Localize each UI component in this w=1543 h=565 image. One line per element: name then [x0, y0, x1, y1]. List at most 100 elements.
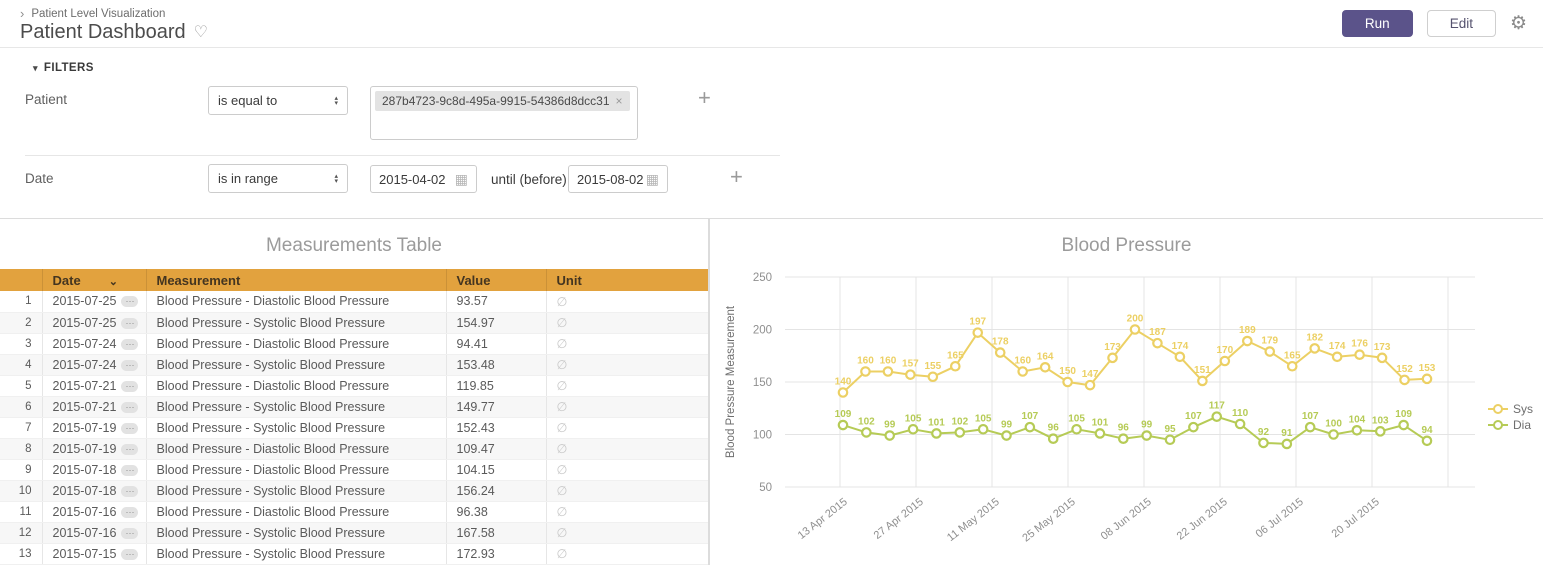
breadcrumb[interactable]: › Patient Level Visualization	[20, 7, 208, 20]
unit-column-header[interactable]: Unit	[545, 269, 708, 291]
row-ellipsis-icon[interactable]: ⋯	[121, 296, 139, 308]
data-point-dia[interactable]	[861, 427, 872, 438]
data-point-dia[interactable]	[931, 428, 942, 439]
data-point-dia[interactable]	[1094, 428, 1106, 439]
row-ellipsis-icon[interactable]: ⋯	[121, 401, 139, 413]
value-cell[interactable]: 96.38	[445, 501, 546, 523]
measurement-cell[interactable]: Blood Pressure - Systolic Blood Pressure	[145, 543, 446, 565]
data-point-dia[interactable]	[1047, 433, 1059, 444]
value-cell[interactable]: 152.43	[445, 417, 546, 439]
data-point-sys[interactable]	[882, 366, 894, 377]
legend-label[interactable]: Sys	[1513, 402, 1533, 416]
data-point-dia[interactable]	[1211, 411, 1223, 422]
date-cell[interactable]: 2015-07-19 ⋯	[41, 417, 146, 439]
row-ellipsis-icon[interactable]: ⋯	[121, 359, 139, 371]
data-point-sys[interactable]	[927, 371, 939, 383]
date-cell[interactable]: 2015-07-21 ⋯	[41, 396, 146, 418]
chip-close-icon[interactable]: ×	[615, 94, 623, 108]
row-ellipsis-icon[interactable]: ⋯	[121, 443, 139, 455]
date-cell[interactable]: 2015-07-25 ⋯	[41, 312, 146, 334]
row-ellipsis-icon[interactable]: ⋯	[121, 464, 139, 476]
data-point-dia[interactable]	[1234, 418, 1246, 430]
measurement-cell[interactable]: Blood Pressure - Systolic Blood Pressure	[145, 396, 446, 418]
value-cell[interactable]: 109.47	[445, 438, 546, 460]
data-point-sys[interactable]	[1084, 379, 1096, 391]
value-cell[interactable]: 172.93	[445, 543, 546, 565]
value-cell[interactable]: 104.15	[445, 459, 546, 481]
date-cell[interactable]: 2015-07-24 ⋯	[41, 333, 146, 355]
date-cell[interactable]: 2015-07-21 ⋯	[41, 375, 146, 397]
data-point-dia[interactable]	[1188, 421, 1199, 433]
data-point-dia[interactable]	[1024, 421, 1036, 433]
date-cell[interactable]: 2015-07-15 ⋯	[41, 543, 146, 565]
favorite-heart-icon[interactable]: ♡	[193, 24, 209, 41]
data-point-sys[interactable]	[837, 387, 849, 398]
data-point-sys[interactable]	[1331, 351, 1343, 363]
date-end-input[interactable]: 2015-08-02 ▦	[568, 165, 668, 193]
data-point-dia[interactable]	[1001, 430, 1012, 441]
value-cell[interactable]: 93.57	[445, 291, 546, 313]
filters-header[interactable]: ▾ FILTERS	[33, 62, 94, 74]
calendar-icon[interactable]: ▦	[454, 170, 468, 187]
measurement-cell[interactable]: Blood Pressure - Diastolic Blood Pressur…	[145, 501, 446, 523]
row-ellipsis-icon[interactable]: ⋯	[121, 338, 139, 350]
data-point-dia[interactable]	[1281, 438, 1293, 450]
data-point-sys[interactable]	[1264, 346, 1276, 357]
data-point-dia[interactable]	[837, 419, 849, 431]
date-cell[interactable]: 2015-07-16 ⋯	[41, 522, 146, 544]
data-point-dia[interactable]	[977, 423, 989, 435]
data-point-sys[interactable]	[1174, 351, 1186, 363]
date-column-header[interactable]: Date ⌄	[41, 269, 146, 291]
value-cell[interactable]: 154.97	[445, 312, 546, 334]
measurement-cell[interactable]: Blood Pressure - Diastolic Blood Pressur…	[145, 438, 446, 460]
data-point-sys[interactable]	[860, 366, 871, 377]
legend-label[interactable]: Dia	[1513, 418, 1531, 432]
row-ellipsis-icon[interactable]: ⋯	[121, 380, 139, 392]
data-point-sys[interactable]	[1152, 337, 1163, 349]
data-point-sys[interactable]	[950, 360, 961, 372]
data-point-dia[interactable]	[1374, 426, 1386, 437]
patient-operator-select[interactable]: is equal to ▴ ▾	[208, 86, 348, 115]
row-ellipsis-icon[interactable]: ⋯	[121, 506, 139, 518]
date-add-filter-button[interactable]: +	[730, 164, 743, 189]
date-operator-select[interactable]: is in range ▴ ▾	[208, 164, 348, 193]
data-point-sys[interactable]	[905, 369, 916, 380]
date-cell[interactable]: 2015-07-19 ⋯	[41, 438, 146, 460]
measurement-cell[interactable]: Blood Pressure - Diastolic Blood Pressur…	[145, 459, 446, 481]
data-point-dia[interactable]	[1351, 425, 1363, 436]
data-point-sys[interactable]	[1129, 324, 1141, 335]
measurement-cell[interactable]: Blood Pressure - Systolic Blood Pressure	[145, 312, 446, 334]
patient-add-filter-button[interactable]: +	[698, 85, 711, 110]
data-point-dia[interactable]	[1164, 434, 1176, 446]
row-ellipsis-icon[interactable]: ⋯	[121, 548, 139, 560]
data-point-dia[interactable]	[1421, 435, 1433, 447]
value-cell[interactable]: 156.24	[445, 480, 546, 502]
data-point-dia[interactable]	[1328, 429, 1339, 440]
blood-pressure-line-chart[interactable]: 250 200 150 100 50 13 Apr 2015 27 Apr 2015 11 M…	[710, 219, 1543, 565]
data-point-sys[interactable]	[1286, 360, 1298, 372]
data-point-dia[interactable]	[884, 430, 896, 441]
data-point-sys[interactable]	[1354, 349, 1365, 360]
measurement-cell[interactable]: Blood Pressure - Systolic Blood Pressure	[145, 417, 446, 439]
data-point-dia[interactable]	[907, 423, 919, 435]
date-cell[interactable]: 2015-07-24 ⋯	[41, 354, 146, 376]
breadcrumb-label[interactable]: Patient Level Visualization	[31, 7, 166, 20]
data-point-sys[interactable]	[1242, 335, 1253, 347]
data-point-sys[interactable]	[972, 327, 984, 338]
value-cell[interactable]: 153.48	[445, 354, 546, 376]
data-point-dia[interactable]	[1258, 437, 1269, 449]
value-cell[interactable]: 119.85	[445, 375, 546, 397]
row-ellipsis-icon[interactable]: ⋯	[121, 485, 139, 497]
data-point-sys[interactable]	[1039, 362, 1051, 373]
calendar-icon[interactable]: ▦	[645, 170, 659, 187]
data-point-dia[interactable]	[1071, 423, 1082, 435]
data-point-sys[interactable]	[1017, 366, 1028, 377]
date-start-input[interactable]: 2015-04-02 ▦	[370, 165, 477, 193]
measurement-cell[interactable]: Blood Pressure - Systolic Blood Pressure	[145, 522, 446, 544]
data-point-sys[interactable]	[1219, 355, 1231, 367]
row-ellipsis-icon[interactable]: ⋯	[121, 527, 139, 539]
data-point-sys[interactable]	[1309, 343, 1320, 354]
data-point-dia[interactable]	[954, 427, 966, 438]
data-point-sys[interactable]	[1197, 375, 1208, 387]
data-point-dia[interactable]	[1304, 421, 1316, 433]
